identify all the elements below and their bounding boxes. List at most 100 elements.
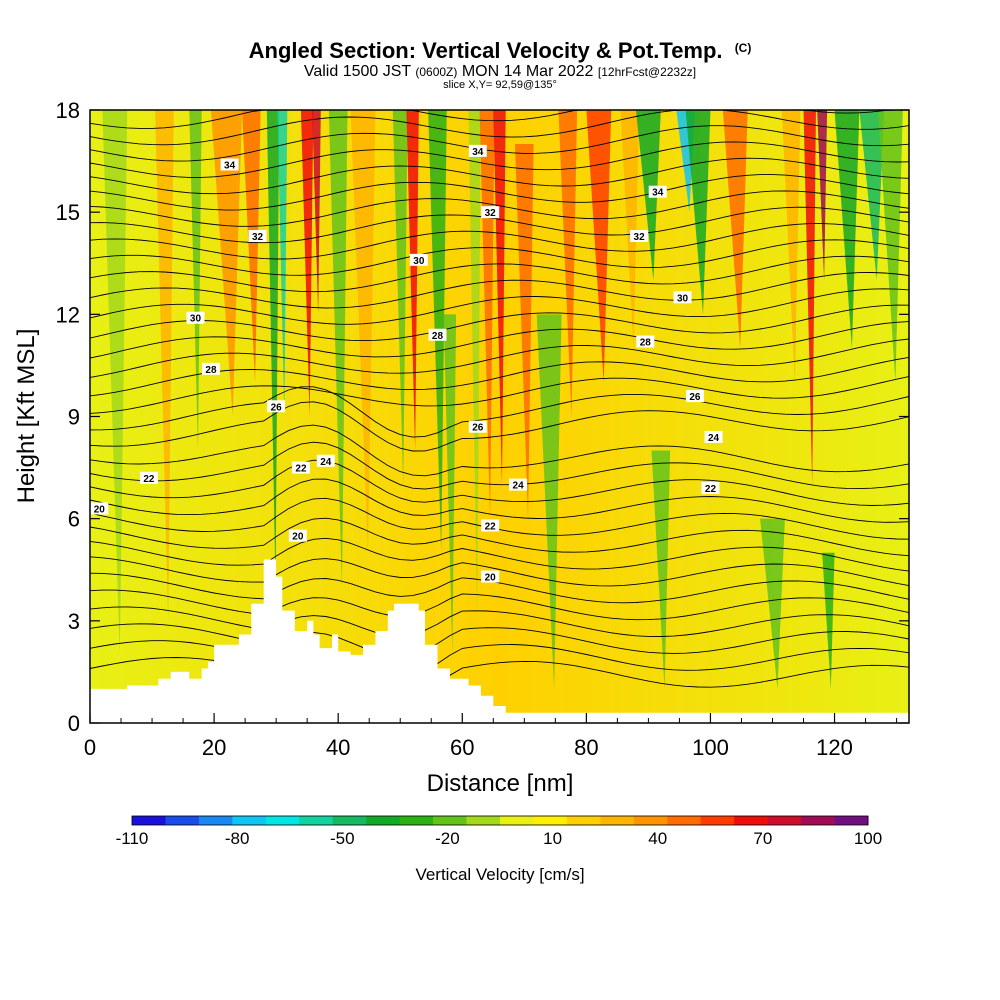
pot-temp-label-7: 22 xyxy=(701,482,720,495)
svg-text:30: 30 xyxy=(413,256,425,267)
pot-temp-label-18: 30 xyxy=(409,253,428,267)
colorbar-swatch-9 xyxy=(399,816,434,825)
svg-text:26: 26 xyxy=(689,392,701,403)
pot-temp-contour-33 xyxy=(90,110,909,146)
svg-text:22: 22 xyxy=(485,521,497,532)
colorbar-tick-label-3: -50 xyxy=(330,829,355,848)
pot-temp-contour-7 xyxy=(90,556,909,587)
pot-temp-label-9: 24 xyxy=(509,478,528,492)
pot-temp-contour-13 xyxy=(90,441,909,490)
colorbar-swatch-3 xyxy=(198,816,233,825)
x-tick-label-20: 20 xyxy=(202,735,226,760)
x-tick-label-60: 60 xyxy=(450,735,474,760)
svg-text:24: 24 xyxy=(708,433,720,444)
pot-temp-contour-15 xyxy=(90,401,909,452)
x-tick-label-80: 80 xyxy=(574,735,598,760)
pot-temp-contour-17 xyxy=(90,376,909,414)
svg-text:24: 24 xyxy=(320,457,332,468)
y-tick-label-3: 3 xyxy=(68,609,80,634)
svg-text:30: 30 xyxy=(190,314,202,325)
pot-temp-label-13: 26 xyxy=(685,390,704,403)
pot-temp-label-10: 24 xyxy=(704,430,723,444)
velocity-band-9 xyxy=(312,110,321,315)
y-axis: 0 3 6 9 12 15 18 xyxy=(56,98,909,736)
pot-temp-contour-11 xyxy=(90,478,909,523)
velocity-band-1 xyxy=(102,110,128,655)
pot-temp-label-22: 32 xyxy=(630,230,649,243)
colorbar-tick-label-6: 40 xyxy=(648,829,667,848)
velocity-band-3 xyxy=(189,110,202,451)
pot-temp-label-15: 28 xyxy=(428,328,447,342)
svg-text:28: 28 xyxy=(432,331,444,342)
pot-temp-contour-27 xyxy=(90,206,909,244)
x-tick-label-40: 40 xyxy=(326,735,350,760)
pot-temp-contour-26 xyxy=(90,223,909,260)
colorbar-swatch-20 xyxy=(767,816,802,825)
svg-text:22: 22 xyxy=(295,464,307,475)
pot-temp-label-25: 34 xyxy=(648,185,667,199)
velocity-band-5 xyxy=(242,110,261,383)
pot-temp-contour-10 xyxy=(90,497,909,540)
svg-text:30: 30 xyxy=(677,293,689,304)
chart-title: Angled Section: Vertical Velocity & Pot.… xyxy=(249,38,752,63)
colorbar-swatch-5 xyxy=(265,816,300,825)
pot-temp-contour-3 xyxy=(90,623,909,657)
colorbar-swatch-19 xyxy=(734,816,769,825)
velocity-band-22 xyxy=(586,110,612,383)
pot-temp-label-16: 28 xyxy=(636,335,655,349)
velocity-band-21 xyxy=(558,110,578,417)
svg-text:28: 28 xyxy=(640,338,652,349)
pot-temp-label-24: 34 xyxy=(468,144,487,158)
svg-text:20: 20 xyxy=(485,573,497,584)
pot-temp-contour-23 xyxy=(90,272,909,309)
velocity-band-31 xyxy=(803,110,816,485)
svg-text:20: 20 xyxy=(94,504,106,515)
pot-temp-contour-28 xyxy=(90,190,909,227)
pot-temp-contour-22 xyxy=(90,288,909,325)
colorbar-swatch-2 xyxy=(165,816,200,825)
y-tick-label-6: 6 xyxy=(68,507,80,532)
colorbar-swatch-13 xyxy=(533,816,568,825)
colorbar-tick-label-7: 70 xyxy=(753,829,772,848)
title-main-text: Angled Section: Vertical Velocity & Pot.… xyxy=(249,38,723,63)
pot-temp-contour-12 xyxy=(90,459,909,506)
pot-temp-label-6: 22 xyxy=(481,519,500,532)
title-tag: (C) xyxy=(735,41,752,55)
svg-text:26: 26 xyxy=(472,423,484,434)
colorbar-swatch-16 xyxy=(633,816,668,825)
svg-text:32: 32 xyxy=(485,208,497,219)
velocity-band-25 xyxy=(651,450,671,689)
svg-text:34: 34 xyxy=(224,160,236,171)
colorbar-swatch-10 xyxy=(433,816,468,825)
velocity-band-33 xyxy=(822,552,835,689)
pot-temp-contour-24 xyxy=(90,255,909,293)
pot-temp-label-3: 20 xyxy=(481,570,500,584)
velocity-band-6 xyxy=(266,110,280,587)
slice-info: slice X,Y= 92,59@135° xyxy=(443,79,557,91)
y-tick-label-15: 15 xyxy=(56,200,80,225)
colorbar-swatch-12 xyxy=(500,816,534,825)
y-tick-label-9: 9 xyxy=(68,405,80,430)
velocity-band-2 xyxy=(155,110,174,621)
svg-text:34: 34 xyxy=(472,147,484,158)
velocity-band-8 xyxy=(300,110,314,417)
pot-temp-contour-8 xyxy=(90,537,909,572)
velocity-band-27 xyxy=(685,110,711,315)
velocity-band-15 xyxy=(443,314,457,655)
svg-text:24: 24 xyxy=(513,481,525,492)
pot-temp-contour-4 xyxy=(90,606,909,637)
pot-temp-label-4: 22 xyxy=(139,471,158,485)
pot-temp-contour-29 xyxy=(90,174,909,211)
colorbar-tick-label-8: 100 xyxy=(854,829,882,848)
colorbar-swatch-1 xyxy=(132,816,166,825)
velocity-band-28 xyxy=(722,110,748,349)
pot-temp-label-19: 30 xyxy=(673,291,692,304)
pot-temp-contour-30 xyxy=(90,157,909,195)
colorbar-tick-label-2: -80 xyxy=(225,829,250,848)
y-axis-label: Height [Kft MSL] xyxy=(13,329,40,504)
pot-temp-label-20: 32 xyxy=(248,230,267,243)
pot-temp-label-2: 20 xyxy=(288,529,307,543)
terrain xyxy=(90,559,909,723)
velocity-band-4 xyxy=(210,110,243,417)
colorbar-swatch-18 xyxy=(700,816,735,825)
